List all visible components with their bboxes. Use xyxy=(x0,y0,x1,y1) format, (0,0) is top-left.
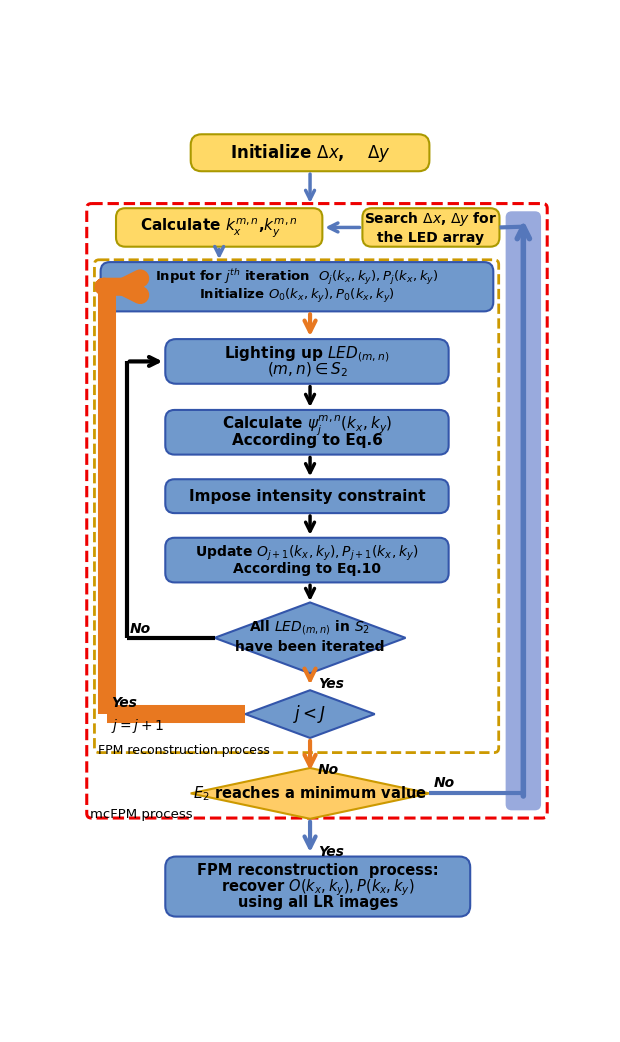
Text: FPM reconstruction  process:: FPM reconstruction process: xyxy=(197,863,438,878)
Text: $j<J$: $j<J$ xyxy=(293,703,327,725)
Text: using all LR images: using all LR images xyxy=(237,895,398,911)
Polygon shape xyxy=(246,690,374,738)
Text: Calculate $k_x^{m,n}$,$k_y^{m,n}$: Calculate $k_x^{m,n}$,$k_y^{m,n}$ xyxy=(140,216,298,239)
Polygon shape xyxy=(215,602,405,673)
Text: No: No xyxy=(317,764,339,777)
Text: $E_2$ reaches a minimum value: $E_2$ reaches a minimum value xyxy=(193,784,427,802)
Text: Input for $j^{th}$ iteration  $O_j(k_x,k_y),P_j(k_x,k_y)$: Input for $j^{th}$ iteration $O_j(k_x,k_… xyxy=(155,268,439,288)
Text: Initialize $\Delta x$,    $\Delta y$: Initialize $\Delta x$, $\Delta y$ xyxy=(229,142,391,164)
Text: have been iterated: have been iterated xyxy=(236,640,385,654)
Text: Lighting up $\mathit{LED}_{(m,n)}$: Lighting up $\mathit{LED}_{(m,n)}$ xyxy=(224,345,389,365)
Polygon shape xyxy=(191,768,430,819)
Text: $(m,n)\in S_2$: $(m,n)\in S_2$ xyxy=(267,361,347,379)
FancyBboxPatch shape xyxy=(166,538,449,582)
Text: All $\mathit{LED}_{(m,n)}$ in $S_2$: All $\mathit{LED}_{(m,n)}$ in $S_2$ xyxy=(249,618,371,638)
FancyBboxPatch shape xyxy=(191,134,430,171)
Text: Calculate $\psi_j^{m,n}(k_x,k_y)$: Calculate $\psi_j^{m,n}(k_x,k_y)$ xyxy=(222,414,392,438)
Text: Update $O_{j+1}(k_x,k_y),P_{j+1}(k_x,k_y)$: Update $O_{j+1}(k_x,k_y),P_{j+1}(k_x,k_y… xyxy=(195,544,418,563)
FancyBboxPatch shape xyxy=(166,339,449,383)
FancyBboxPatch shape xyxy=(166,857,470,917)
Text: mcFPM process: mcFPM process xyxy=(90,809,192,821)
Text: recover $O(k_x,k_y),P(k_x,k_y)$: recover $O(k_x,k_y),P(k_x,k_y)$ xyxy=(221,877,415,897)
FancyBboxPatch shape xyxy=(100,263,494,312)
Text: FPM reconstruction process: FPM reconstruction process xyxy=(97,744,270,756)
FancyBboxPatch shape xyxy=(116,208,322,247)
Text: Yes: Yes xyxy=(112,696,137,711)
FancyBboxPatch shape xyxy=(506,212,541,811)
Text: No: No xyxy=(130,622,151,636)
Text: No: No xyxy=(433,775,454,790)
Text: According to Eq.10: According to Eq.10 xyxy=(233,562,381,575)
FancyBboxPatch shape xyxy=(166,410,449,454)
Text: Yes: Yes xyxy=(317,677,343,691)
Text: Yes: Yes xyxy=(317,845,343,859)
FancyBboxPatch shape xyxy=(166,479,449,513)
Text: According to Eq.6: According to Eq.6 xyxy=(231,433,383,448)
Text: Search $\Delta x$, $\Delta y$ for
the LED array: Search $\Delta x$, $\Delta y$ for the LE… xyxy=(365,210,497,245)
FancyBboxPatch shape xyxy=(363,208,500,247)
Text: $j=j+1$: $j=j+1$ xyxy=(112,717,164,736)
Text: Initialize $O_0(k_x,k_y),P_0(k_x,k_y)$: Initialize $O_0(k_x,k_y),P_0(k_x,k_y)$ xyxy=(199,287,395,305)
Text: Impose intensity constraint: Impose intensity constraint xyxy=(188,489,425,503)
